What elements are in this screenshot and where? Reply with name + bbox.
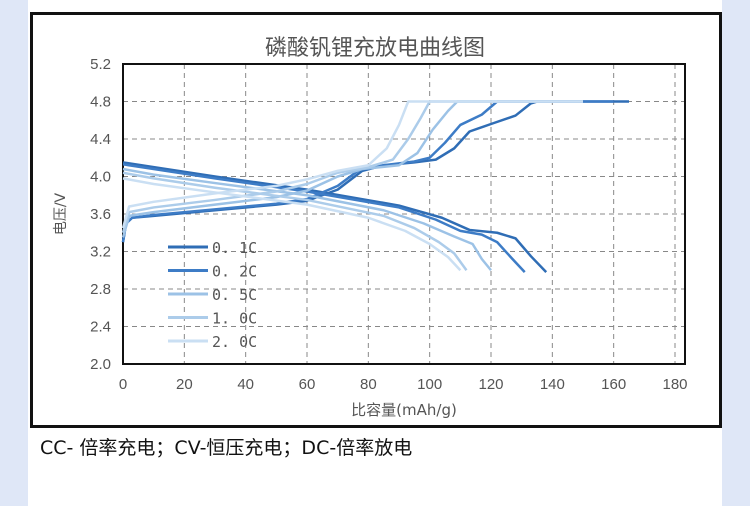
x-tick-label: 180	[662, 376, 687, 393]
series-0.5C-discharge-line	[122, 167, 492, 272]
y-tick-label: 5.2	[90, 56, 111, 73]
x-tick-label: 100	[417, 376, 442, 393]
series-0.1C-discharge-line	[122, 161, 548, 273]
y-tick-label: 3.6	[90, 206, 111, 223]
legend-label: 0. 5C	[212, 286, 257, 304]
x-tick-label: 0	[119, 376, 127, 393]
caption: CC- 倍率充电；CV-恒压充电；DC-倍率放电	[40, 437, 413, 459]
y-tick-label: 4.8	[90, 94, 111, 111]
legend-label: 0. 2C	[212, 263, 257, 281]
series-0.5C-charge-line	[121, 100, 583, 238]
y-tick-label: 3.2	[90, 244, 111, 261]
x-tick-label: 60	[299, 376, 316, 393]
x-tick-label: 20	[176, 376, 193, 393]
y-tick-label: 4.4	[90, 131, 111, 148]
series-2.0C-charge-line	[121, 100, 583, 229]
legend-label: 0. 1C	[212, 239, 257, 257]
y-tick-label: 2.4	[90, 319, 111, 336]
plot-area	[122, 63, 686, 365]
y-tick-label: 2.8	[90, 281, 111, 298]
x-tick-label: 40	[237, 376, 254, 393]
x-tick-label: 160	[601, 376, 626, 393]
legend-label: 2. 0C	[212, 333, 257, 351]
y-tick-label: 2.0	[90, 356, 111, 373]
series-1.0C-charge-line	[121, 100, 583, 234]
series-2.0C-discharge-line	[122, 177, 462, 272]
x-tick-label: 120	[478, 376, 503, 393]
y-tick-label: 4.0	[90, 169, 111, 186]
legend-label: 1. 0C	[212, 310, 257, 328]
x-axis-label: 比容量(mAh/g)	[351, 401, 457, 419]
series-1.0C-discharge-line	[122, 171, 468, 271]
x-tick-label: 80	[360, 376, 377, 393]
y-axis-label: 电压/V	[53, 192, 69, 235]
x-tick-label: 140	[540, 376, 565, 393]
chart-title: 磷酸钒锂充放电曲线图	[264, 36, 485, 61]
series-0.2C-discharge-line	[122, 163, 526, 273]
